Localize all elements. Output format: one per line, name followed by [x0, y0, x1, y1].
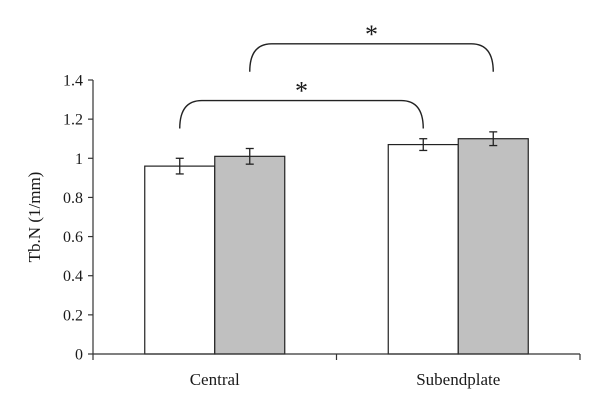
y-tick-label: 1.4: [63, 73, 83, 90]
y-tick-label: 0: [75, 347, 83, 364]
bar: [387, 143, 459, 355]
bar: [144, 165, 216, 355]
error-bar: [245, 147, 254, 165]
x-category-label: Central: [190, 370, 240, 389]
x-category-label: Subendplate: [416, 370, 500, 389]
x-categories-group: Central Subendplate: [190, 370, 501, 389]
y-ticks-group: 0 0.2 0.4 0.6 0.8 1 1.2 1.4: [63, 73, 581, 364]
significance-label: *: [295, 77, 308, 106]
bar: [214, 155, 286, 355]
significance-brackets: **: [179, 20, 494, 129]
y-tick-label: 0.6: [63, 229, 83, 246]
significance-label: *: [365, 20, 378, 49]
y-axis-label: Tb.N (1/mm): [25, 172, 44, 263]
y-tick-label: 1: [75, 151, 83, 168]
bars-group: [144, 138, 529, 355]
error-bar: [175, 157, 184, 175]
y-tick-label: 0.8: [63, 190, 83, 207]
significance-bracket: [179, 99, 424, 129]
significance-bracket: [249, 43, 494, 72]
bar: [457, 138, 529, 355]
error-bar: [489, 131, 498, 147]
error-bars-group: [175, 131, 498, 175]
error-bar: [419, 138, 428, 152]
y-tick-label: 1.2: [63, 112, 83, 129]
y-tick-label: 0.4: [63, 268, 83, 285]
y-tick-label: 0.2: [63, 307, 83, 324]
